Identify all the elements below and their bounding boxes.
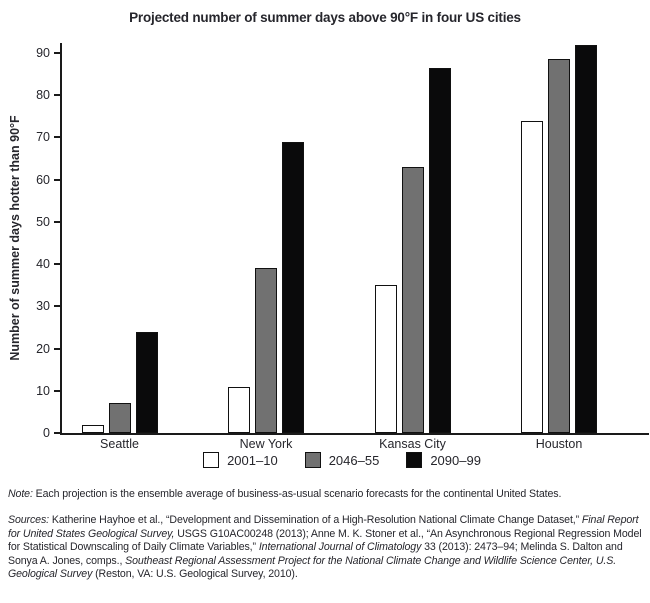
y-tick-label: 0	[43, 426, 50, 440]
text-segment: Southeast Regional Assessment Project fo…	[8, 554, 617, 581]
bar-2046–55	[255, 268, 277, 433]
y-tick	[54, 136, 60, 139]
legend-item: 2090–99	[406, 452, 481, 468]
y-tick	[54, 432, 60, 434]
text-segment: Note:	[8, 488, 33, 500]
y-tick	[54, 220, 60, 223]
text-segment: Each projection is the ensemble average …	[32, 488, 562, 500]
y-tick	[54, 178, 60, 181]
text-segment: Final Report for United States Geologica…	[8, 514, 639, 540]
bar-2046–55	[401, 167, 424, 433]
y-axis-line	[60, 43, 62, 435]
x-category-label: Houston	[535, 437, 583, 451]
bar-2090–99	[282, 142, 304, 433]
y-tick-label: 60	[36, 172, 50, 187]
text-segment: Katherine Hayhoe et al., “Development an…	[49, 514, 582, 526]
legend-item: 2046–55	[304, 452, 380, 468]
legend-item: 2001–10	[203, 452, 278, 468]
y-tick-label: 30	[36, 299, 50, 314]
y-tick	[54, 52, 60, 54]
legend-label: 2046–55	[328, 452, 380, 468]
legend: 2001–10 2046–55 2090–99	[0, 452, 650, 468]
y-tick	[54, 94, 60, 97]
bar-2046–55	[108, 403, 131, 433]
text-segment: Sources:	[8, 514, 50, 526]
y-tick-label: 80	[36, 88, 50, 103]
y-tick-label: 50	[36, 214, 50, 229]
bar-group-new-york	[228, 142, 304, 433]
y-tick-label: 40	[36, 257, 50, 272]
text-segment: USGS G10AC00248 (2013); Anne M. K. Stone…	[8, 527, 642, 554]
bar-2090–99	[428, 68, 451, 433]
bar-group-kansas-city	[374, 68, 451, 433]
x-axis-line	[60, 433, 649, 435]
legend-label: 2001–10	[227, 452, 278, 468]
bar-2001–10	[81, 425, 104, 433]
y-tick	[54, 263, 60, 266]
legend-label: 2090–99	[430, 452, 481, 468]
legend-swatch-icon	[406, 452, 423, 468]
y-tick	[54, 347, 60, 350]
bar-2001–10	[521, 121, 543, 433]
y-tick-label: 70	[36, 130, 50, 145]
y-tick-label: 90	[36, 46, 50, 60]
bar-group-seattle	[81, 332, 158, 433]
sources-text: Sources: Katherine Hayhoe et al., “Devel…	[8, 514, 642, 582]
bar-group-houston	[521, 45, 597, 433]
bar-2001–10	[228, 387, 250, 433]
y-tick	[54, 389, 60, 392]
y-tick-label: 20	[36, 341, 50, 356]
x-category-label: Kansas City	[379, 437, 446, 451]
y-tick-label: 10	[36, 383, 50, 398]
plot-area: 0 10 20 30 40 50 60 70 80 90	[36, 43, 649, 440]
legend-swatch-icon	[304, 452, 321, 468]
bar-2090–99	[135, 332, 158, 433]
text-segment: 33 (2013): 2473–94; Melinda S. Dalton an…	[8, 541, 623, 567]
x-category-label: New York	[239, 437, 293, 451]
text-segment: International Journal of Climatology	[258, 541, 422, 554]
bar-2001–10	[374, 285, 397, 433]
note-text: Note: Each projection is the ensemble av…	[8, 488, 642, 502]
y-tick	[54, 305, 60, 308]
legend-swatch-icon	[203, 452, 220, 468]
x-category-label: Seattle	[100, 437, 139, 451]
bar-2090–99	[575, 45, 597, 433]
text-segment: (Reston, VA: U.S. Geological Survey, 201…	[92, 568, 298, 581]
chart-title: Projected number of summer days above 90…	[129, 10, 521, 25]
bar-2046–55	[548, 59, 570, 433]
